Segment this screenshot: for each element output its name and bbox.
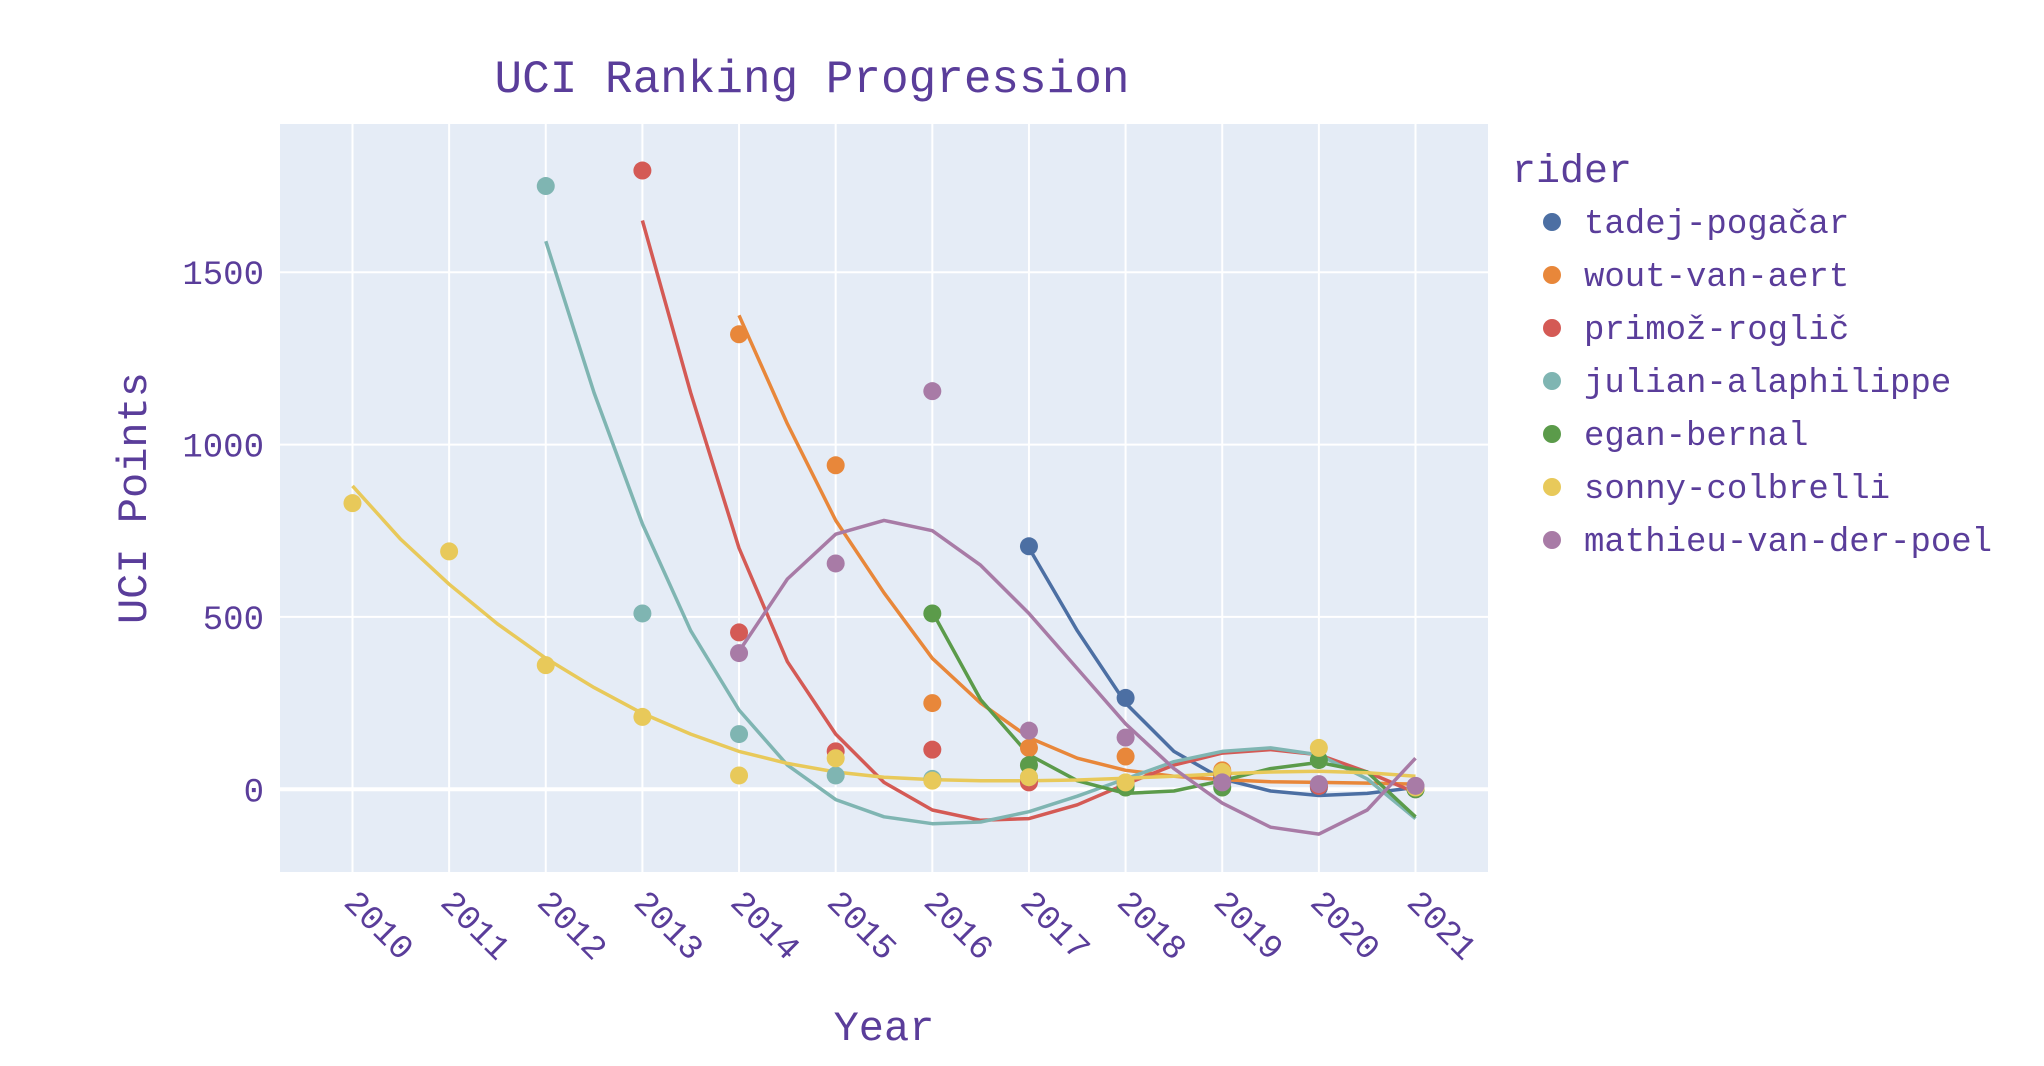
x-tick-label-2020: 2020: [1301, 885, 1386, 970]
x-tick-label-2016: 2016: [915, 885, 1000, 970]
y-tick-label-1500: 1500: [182, 257, 264, 295]
legend-label-julian-alaphilippe: julian-alaphilippe: [1584, 365, 1951, 403]
legend-marker-wout-van-aert: [1543, 266, 1561, 284]
point-mathieu-van-der-poel-2015: [826, 554, 845, 573]
trend-line-julian-alaphilippe: [544, 240, 1417, 826]
grid: [280, 124, 1488, 872]
legend-marker-tadej-pogačar: [1543, 213, 1561, 231]
point-wout-van-aert-2015: [826, 456, 845, 475]
point-primož-roglič-2013: [633, 161, 652, 180]
point-sonny-colbrelli-2018: [1116, 773, 1135, 792]
x-tick-label-2019: 2019: [1204, 885, 1289, 970]
point-sonny-colbrelli-2017: [1019, 768, 1038, 787]
y-tick-label-500: 500: [203, 602, 264, 640]
trend-line-mathieu-van-der-poel: [737, 518, 1417, 836]
point-julian-alaphilippe-2012: [536, 177, 555, 196]
point-mathieu-van-der-poel-2018: [1116, 728, 1135, 747]
y-axis-ticks: 0 500 1000 1500: [182, 257, 264, 812]
legend-marker-julian-alaphilippe: [1543, 372, 1561, 390]
point-sonny-colbrelli-2013: [633, 707, 652, 726]
chart-title: UCI Ranking Progression: [495, 54, 1130, 106]
legend-label-tadej-pogačar: tadej-pogačar: [1584, 206, 1849, 244]
trend-line-sonny-colbrelli: [351, 484, 1416, 783]
legend-title: rider: [1512, 150, 1632, 195]
point-sonny-colbrelli-2012: [536, 656, 555, 675]
x-tick-label-2012: 2012: [528, 885, 613, 970]
trend-line-wout-van-aert: [737, 314, 1416, 786]
plot-background: [280, 124, 1488, 872]
x-axis-ticks: 2010 2011 2012 2013 2014 2015 2016 2017 2018 2019…: [335, 885, 1483, 970]
point-sonny-colbrelli-2020: [1309, 738, 1328, 757]
point-sonny-colbrelli-2015: [826, 749, 845, 768]
point-tadej-pogačar-2017: [1019, 537, 1038, 556]
x-tick-label-2010: 2010: [335, 885, 420, 970]
legend: rider tadej-pogačar wout-van-aert primož-r…: [1512, 150, 1992, 562]
point-wout-van-aert-2017: [1019, 738, 1038, 757]
legend-label-egan-bernal: egan-bernal: [1584, 418, 1808, 456]
point-sonny-colbrelli-2010: [343, 494, 362, 513]
point-primož-roglič-2016: [923, 740, 942, 759]
legend-marker-sonny-colbrelli: [1543, 478, 1561, 496]
legend-label-primož-roglič: primož-roglič: [1584, 312, 1849, 350]
x-tick-label-2021: 2021: [1398, 885, 1483, 970]
x-tick-label-2011: 2011: [431, 885, 516, 970]
point-mathieu-van-der-poel-2019: [1213, 773, 1232, 792]
point-mathieu-van-der-poel-2017: [1019, 721, 1038, 740]
point-sonny-colbrelli-2016: [923, 771, 942, 790]
legend-marker-egan-bernal: [1543, 425, 1561, 443]
x-tick-label-2013: 2013: [625, 885, 710, 970]
legend-label-mathieu-van-der-poel: mathieu-van-der-poel: [1584, 524, 1992, 562]
x-tick-label-2017: 2017: [1011, 885, 1096, 970]
legend-label-wout-van-aert: wout-van-aert: [1584, 259, 1849, 297]
legend-marker-primož-roglič: [1543, 319, 1561, 337]
trend-line-egan-bernal: [930, 610, 1417, 819]
point-wout-van-aert-2018: [1116, 747, 1135, 766]
point-wout-van-aert-2016: [923, 694, 942, 713]
point-tadej-pogačar-2018: [1116, 688, 1135, 707]
point-egan-bernal-2016: [923, 604, 942, 623]
y-tick-label-0: 0: [244, 774, 264, 812]
point-wout-van-aert-2014: [730, 325, 749, 344]
point-sonny-colbrelli-2011: [440, 542, 459, 561]
x-tick-label-2015: 2015: [818, 885, 903, 970]
point-mathieu-van-der-poel-2020: [1309, 775, 1328, 794]
legend-marker-mathieu-van-der-poel: [1543, 531, 1561, 549]
legend-label-sonny-colbrelli: sonny-colbrelli: [1584, 471, 1890, 509]
point-sonny-colbrelli-2014: [730, 766, 749, 785]
point-mathieu-van-der-poel-2016: [923, 382, 942, 401]
data-points: [343, 161, 1425, 799]
point-mathieu-van-der-poel-2014: [730, 644, 749, 663]
y-axis-title: UCI Points: [111, 372, 159, 624]
y-tick-label-1000: 1000: [182, 430, 264, 468]
point-julian-alaphilippe-2013: [633, 604, 652, 623]
point-primož-roglič-2014: [730, 623, 749, 642]
point-julian-alaphilippe-2014: [730, 725, 749, 744]
x-axis-title: Year: [834, 1005, 935, 1053]
point-julian-alaphilippe-2015: [826, 766, 845, 785]
x-tick-label-2014: 2014: [721, 885, 806, 970]
x-tick-label-2018: 2018: [1108, 885, 1193, 970]
point-mathieu-van-der-poel-2021: [1406, 776, 1425, 795]
